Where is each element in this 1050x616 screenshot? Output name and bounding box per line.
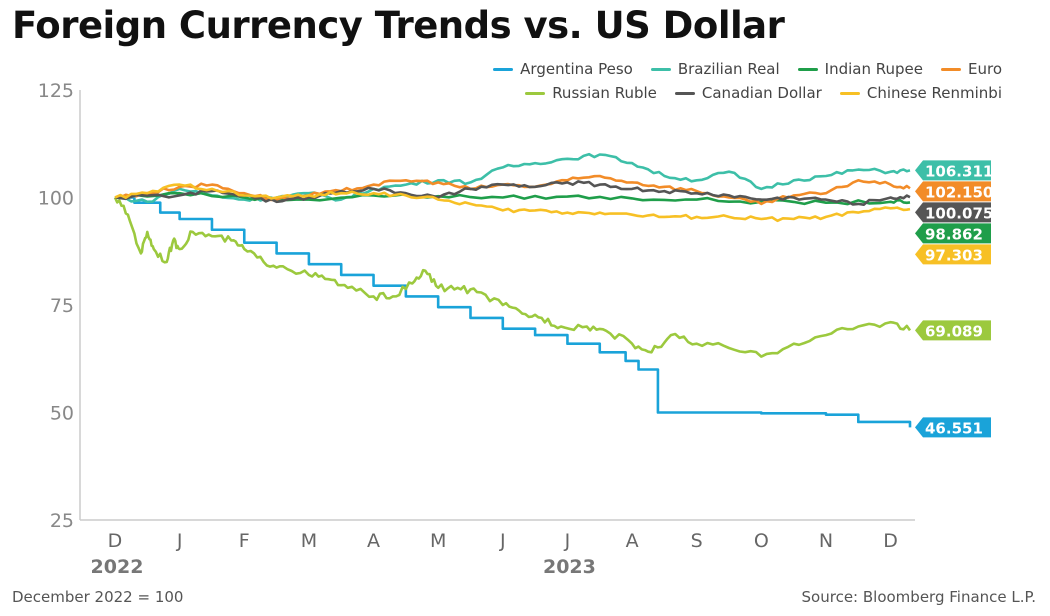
x-tick-label: N [819, 530, 833, 552]
y-tick-label: 75 [50, 295, 74, 317]
legend-item-indian-rupee: Indian Rupee [797, 60, 923, 78]
legend-item-euro: Euro [941, 60, 1002, 78]
x-tick-label: A [367, 530, 380, 552]
end-label-value: 46.551 [925, 419, 983, 437]
legend-label: Argentina Peso [520, 60, 633, 78]
x-tick-label: S [691, 530, 703, 552]
legend-swatch [493, 67, 514, 71]
y-tick-label: 125 [38, 80, 74, 102]
legend-row-2: Russian Ruble Canadian Dollar Chinese Re… [482, 84, 1002, 102]
end-label-tag [915, 320, 991, 341]
legend-label: Brazilian Real [677, 60, 780, 78]
end-label-value: 100.075 [925, 204, 993, 222]
x-tick-label: J [499, 530, 506, 552]
source-note: Source: Bloomberg Finance L.P. [801, 588, 1036, 606]
end-label-value: 106.311 [925, 162, 993, 180]
y-tick-label: 50 [50, 403, 74, 425]
baseline-note: December 2022 = 100 [12, 588, 184, 606]
x-tick-label: J [176, 530, 183, 552]
legend-swatch [525, 91, 546, 95]
legend-label: Euro [968, 60, 1002, 78]
end-label-tag [915, 160, 991, 181]
end-label-value: 97.303 [925, 246, 983, 264]
series-line-russian-ruble [113, 196, 912, 358]
x-tick-label: D [108, 530, 123, 552]
series-line-indian-rupee [114, 191, 911, 206]
year-label: 2022 [91, 556, 144, 578]
legend-swatch [674, 91, 695, 95]
legend-item-russian-ruble: Russian Ruble [525, 84, 657, 102]
year-label: 2023 [543, 556, 596, 578]
end-label-value: 98.862 [925, 225, 983, 243]
legend: Argentina Peso Brazilian Real Indian Rup… [482, 60, 1002, 108]
end-label-tag [915, 181, 991, 202]
x-tick-label: M [301, 530, 317, 552]
legend-label: Indian Rupee [824, 60, 923, 78]
legend-row-1: Argentina Peso Brazilian Real Indian Rup… [482, 60, 1002, 78]
end-label-value: 69.089 [925, 322, 983, 340]
legend-label: Russian Ruble [552, 84, 657, 102]
end-label-tag [915, 417, 991, 438]
legend-swatch [941, 67, 961, 71]
series-line-brazilian-real [114, 152, 911, 204]
chart-title: Foreign Currency Trends vs. US Dollar [12, 4, 785, 47]
series-line-canadian-dollar [114, 180, 911, 206]
x-tick-label: J [564, 530, 571, 552]
legend-item-canadian-dollar: Canadian Dollar [674, 84, 822, 102]
x-tick-label: O [754, 530, 769, 552]
legend-swatch [797, 67, 818, 71]
series-line-argentina-peso [115, 196, 912, 428]
legend-label: Canadian Dollar [701, 84, 822, 102]
legend-item-chinese-renminbi: Chinese Renminbi [839, 84, 1002, 102]
y-tick-label: 25 [50, 510, 74, 532]
x-tick-label: M [430, 530, 446, 552]
legend-item-argentina-peso: Argentina Peso [493, 60, 633, 78]
x-tick-label: D [883, 530, 898, 552]
legend-label: Chinese Renminbi [866, 84, 1002, 102]
series-line-chinese-renminbi [114, 183, 911, 223]
end-label-tag [915, 223, 991, 244]
end-label-value: 102.150 [925, 183, 993, 201]
legend-swatch [839, 91, 860, 95]
x-tick-label: A [626, 530, 639, 552]
y-tick-label: 100 [38, 188, 74, 210]
legend-item-brazilian-real: Brazilian Real [650, 60, 780, 78]
end-label-tag [915, 244, 991, 265]
legend-swatch [650, 67, 671, 71]
end-label-tag [915, 202, 991, 223]
x-tick-label: F [239, 530, 250, 552]
